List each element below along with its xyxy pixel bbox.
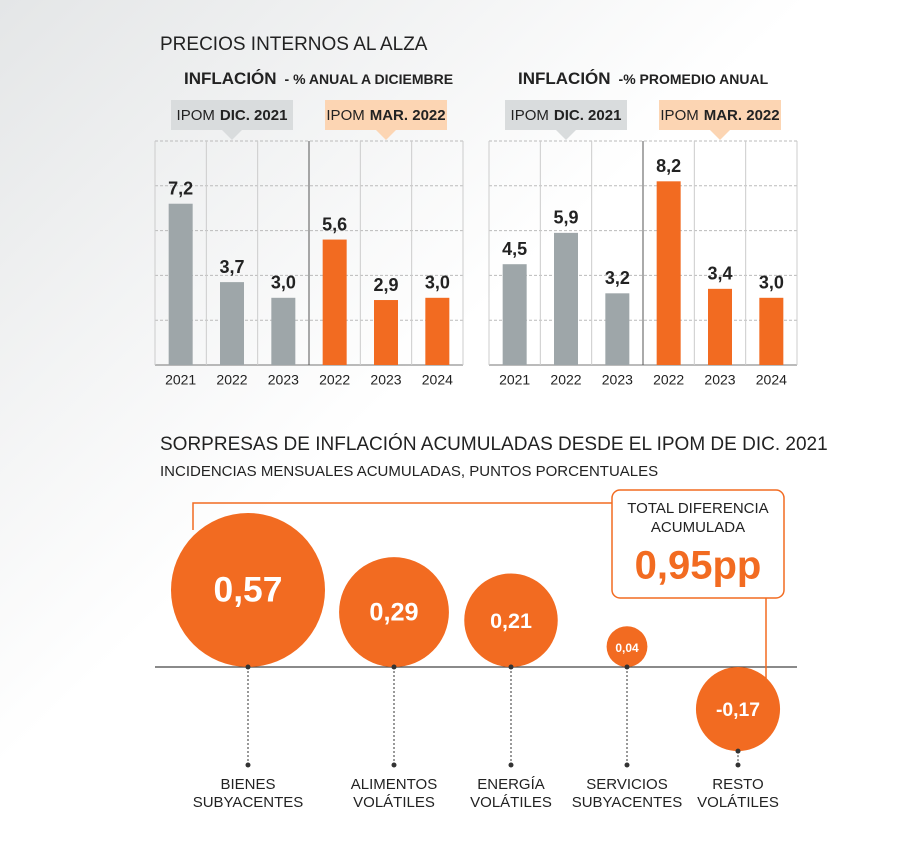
- group-label: IPOM MAR. 2022: [326, 107, 445, 124]
- x-tick-label: 2024: [756, 372, 787, 388]
- bar: [708, 288, 732, 365]
- chart-subtitle: -% PROMEDIO ANUAL: [619, 71, 769, 87]
- category-label: SUBYACENTES: [572, 794, 683, 811]
- chart-title: SORPRESAS DE INFLACIÓN ACUMULADAS DESDE …: [160, 433, 828, 455]
- group-label-bold: MAR. 2022: [704, 107, 780, 124]
- bubble-label: 0,57: [214, 569, 283, 609]
- bar: [271, 297, 296, 365]
- value-label: 3,4: [707, 264, 732, 284]
- value-label: 3,0: [759, 273, 784, 293]
- x-tick-label: 2022: [319, 372, 350, 388]
- value-label: 3,7: [219, 257, 244, 277]
- value-label: 5,9: [553, 208, 578, 228]
- bubble-label: 0,04: [615, 641, 639, 655]
- bar: [220, 282, 244, 365]
- category-label: VOLÁTILES: [697, 794, 779, 811]
- bar: [425, 297, 450, 365]
- value-label: 2,9: [373, 275, 398, 295]
- bubble: [606, 626, 648, 667]
- x-tick-label: 2023: [704, 372, 735, 388]
- leader-dot: [391, 762, 397, 768]
- total-value: 0,95pp: [635, 544, 762, 588]
- group-label: IPOM DIC. 2021: [511, 107, 622, 124]
- chart-title: INFLACIÓN - % ANUAL A DICIEMBRE: [184, 69, 453, 88]
- bar: [322, 239, 347, 365]
- chart-title-text: INFLACIÓN: [518, 69, 611, 88]
- bubble: [339, 557, 449, 667]
- bubble: [170, 512, 326, 667]
- group-label: IPOM MAR. 2022: [660, 107, 779, 124]
- x-tick-label: 2021: [165, 372, 196, 388]
- group-label-prefix: IPOM: [177, 107, 215, 124]
- bar: [656, 181, 681, 365]
- leader-dot: [735, 762, 741, 768]
- category-label: VOLÁTILES: [470, 794, 552, 811]
- leader-dot: [245, 664, 251, 670]
- leader-dot: [624, 762, 630, 768]
- total-box: [611, 489, 785, 599]
- group-label-bold: DIC. 2021: [554, 107, 622, 124]
- bubble: [695, 667, 781, 752]
- category-label: ALIMENTOS: [351, 776, 437, 793]
- group-label-prefix: IPOM: [660, 107, 698, 124]
- bubble-label: -0,17: [716, 699, 760, 721]
- value-label: 8,2: [656, 156, 681, 176]
- x-tick-label: 2021: [499, 372, 530, 388]
- group-label-bold: DIC. 2021: [220, 107, 288, 124]
- x-tick-label: 2023: [370, 372, 401, 388]
- category-label: RESTO: [712, 776, 763, 793]
- chart-subtitle: - % ANUAL A DICIEMBRE: [285, 71, 454, 87]
- group-label: IPOM DIC. 2021: [177, 107, 288, 124]
- category-label: BIENES: [220, 776, 275, 793]
- page-title: PRECIOS INTERNOS AL ALZA: [160, 34, 428, 55]
- group-label-box: [505, 100, 627, 140]
- leader-dot: [391, 664, 397, 670]
- connector: [192, 502, 612, 530]
- x-tick-label: 2023: [602, 372, 633, 388]
- category-label: SERVICIOS: [586, 776, 667, 793]
- x-tick-label: 2022: [550, 372, 581, 388]
- group-label-box: [659, 100, 781, 140]
- x-tick-label: 2023: [268, 372, 299, 388]
- chart-title: INFLACIÓN -% PROMEDIO ANUAL: [518, 69, 769, 88]
- bar: [502, 264, 527, 365]
- x-tick-label: 2022: [216, 372, 247, 388]
- value-label: 3,2: [605, 268, 630, 288]
- bar: [168, 203, 193, 365]
- group-label-box: [325, 100, 447, 140]
- value-label: 7,2: [168, 178, 193, 198]
- bar: [759, 297, 784, 365]
- x-tick-label: 2022: [653, 372, 684, 388]
- bubble-label: 0,21: [490, 609, 532, 633]
- category-label: VOLÁTILES: [353, 794, 435, 811]
- bubble: [464, 573, 558, 668]
- bar: [605, 293, 630, 365]
- chart-subtitle: INCIDENCIAS MENSUALES ACUMULADAS, PUNTOS…: [160, 463, 658, 480]
- value-label: 3,0: [271, 273, 296, 293]
- leader-dot: [508, 664, 514, 670]
- group-label-prefix: IPOM: [326, 107, 364, 124]
- chart-title-text: INFLACIÓN: [184, 69, 277, 88]
- group-label-box: [171, 100, 293, 140]
- bar: [374, 300, 398, 365]
- value-label: 4,5: [502, 239, 527, 259]
- bubble-label: 0,29: [369, 599, 418, 627]
- value-label: 3,0: [425, 273, 450, 293]
- leader-dot: [245, 762, 251, 768]
- leader-dot: [735, 748, 741, 754]
- leader-dot: [624, 664, 630, 670]
- total-label: TOTAL DIFERENCIA: [627, 500, 768, 517]
- category-label: ENERGÍA: [477, 776, 545, 793]
- value-label: 5,6: [322, 214, 347, 234]
- total-label: ACUMULADA: [651, 519, 745, 536]
- bar: [554, 232, 578, 365]
- category-label: SUBYACENTES: [193, 794, 304, 811]
- leader-dot: [508, 762, 514, 768]
- group-label-bold: MAR. 2022: [370, 107, 446, 124]
- x-tick-label: 2024: [422, 372, 453, 388]
- group-label-prefix: IPOM: [511, 107, 549, 124]
